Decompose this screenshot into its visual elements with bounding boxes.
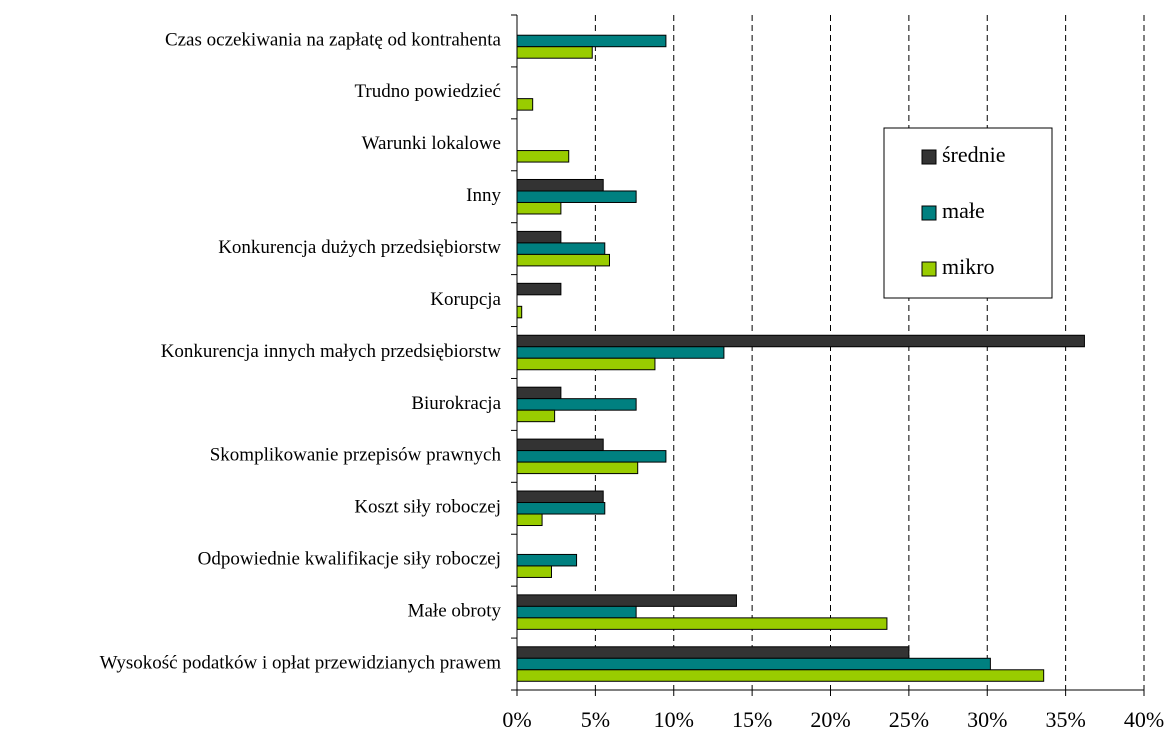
bar — [516, 334, 1085, 348]
bar — [516, 178, 604, 192]
y-tick-label: Koszt siły roboczej — [354, 497, 501, 518]
bar — [516, 553, 578, 567]
legend-swatch — [921, 261, 937, 277]
y-tick-label: Korupcja — [430, 289, 501, 310]
x-tick-label: 30% — [967, 707, 1007, 732]
y-tick-label: Czas oczekiwania na zapłatę od kontrahen… — [165, 29, 502, 50]
y-tick-label: Konkurencja innych małych przedsiębiorst… — [161, 341, 502, 362]
bar — [516, 242, 606, 255]
x-tick-label: 20% — [810, 707, 850, 732]
x-tick-label: 10% — [654, 707, 694, 732]
bar — [516, 98, 534, 111]
y-tick-label: Warunki lokalowe — [362, 133, 501, 154]
x-tick-label: 0% — [502, 707, 531, 732]
legend-swatch — [921, 205, 937, 221]
y-tick-label: Inny — [466, 185, 501, 206]
bar — [516, 438, 604, 452]
bar — [516, 34, 667, 48]
bar — [516, 657, 991, 671]
y-tick-label: Skomplikowanie przepisów prawnych — [210, 445, 502, 466]
legend-label: małe — [942, 198, 985, 223]
bar — [516, 605, 637, 619]
legend-swatch — [921, 149, 937, 165]
bar — [516, 461, 639, 475]
legend-label: średnie — [942, 142, 1006, 167]
x-tick-label: 15% — [732, 707, 772, 732]
y-tick-label: Konkurencja dużych przedsiębiorstw — [218, 237, 501, 258]
bar — [516, 230, 562, 244]
y-tick-label: Wysokość podatków i opłat przewidzianych… — [100, 652, 502, 673]
bar — [516, 646, 910, 659]
bar — [516, 594, 737, 607]
bar — [516, 305, 523, 319]
bar — [516, 46, 593, 59]
bar — [516, 282, 562, 296]
bar — [516, 253, 610, 267]
bar — [516, 201, 562, 215]
x-tick-label: 35% — [1045, 707, 1085, 732]
bar — [516, 502, 606, 515]
x-tick-label: 5% — [581, 707, 610, 732]
bar — [516, 357, 656, 371]
bar — [516, 490, 604, 504]
y-tick-label: Trudno powiedzieć — [354, 81, 501, 102]
bar — [516, 513, 543, 527]
bar — [516, 398, 637, 411]
bar — [516, 409, 556, 423]
legend-label: mikro — [942, 254, 995, 279]
bar — [516, 669, 1045, 682]
bar — [516, 190, 637, 203]
bar — [516, 386, 562, 400]
x-tick-label: 40% — [1124, 707, 1164, 732]
x-tick-label: 25% — [889, 707, 929, 732]
bar — [516, 450, 667, 463]
bar — [516, 346, 725, 359]
bar — [516, 565, 552, 578]
bar — [516, 150, 570, 163]
legend-box — [883, 127, 1053, 299]
y-tick-label: Odpowiednie kwalifikacje siły roboczej — [198, 549, 501, 570]
bar — [516, 617, 888, 630]
y-tick-label: Małe obroty — [408, 600, 502, 621]
y-tick-label: Biurokracja — [411, 393, 501, 414]
